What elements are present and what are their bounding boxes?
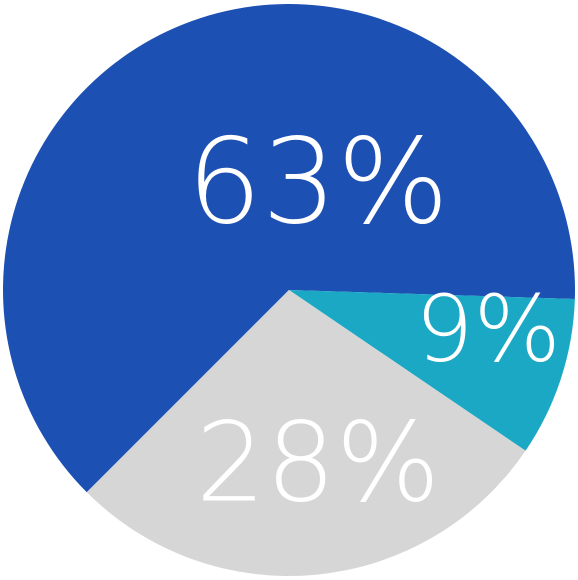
pie-slice — [289, 290, 575, 451]
pie-slice — [2, 4, 576, 493]
labels: 63% 9% 28% — [187, 112, 561, 526]
slice-label: 28% — [196, 398, 441, 526]
slice-label: 9% — [415, 276, 561, 383]
pie — [2, 4, 576, 576]
slice-label: 63% — [187, 112, 449, 250]
pie-slice — [86, 290, 526, 576]
